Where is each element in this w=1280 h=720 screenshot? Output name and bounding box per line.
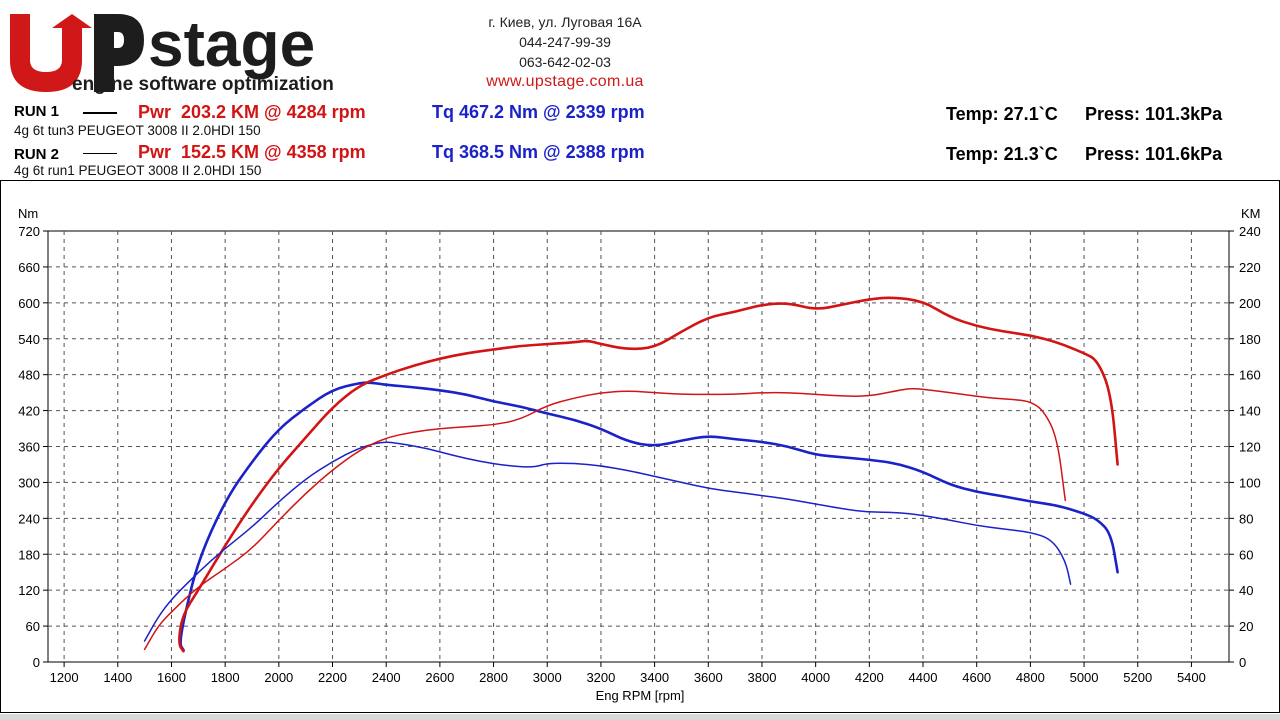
x-tick-label: 3600 xyxy=(694,670,723,685)
y-left-tick-label: 660 xyxy=(18,260,40,275)
series-run2-power-line xyxy=(143,388,1067,651)
x-tick-label: 3400 xyxy=(640,670,669,685)
x-tick-label: 1600 xyxy=(157,670,186,685)
x-tick-label: 4200 xyxy=(855,670,884,685)
run2-label: RUN 2 xyxy=(14,146,60,163)
run1-power-summary: Pwr 203.2 KM @ 4284 rpm xyxy=(138,102,366,122)
phone-2: 063-642-02-03 xyxy=(519,54,611,70)
y-left-tick-label: 720 xyxy=(18,224,40,239)
x-tick-label: 2800 xyxy=(479,670,508,685)
x-tick-label: 5000 xyxy=(1070,670,1099,685)
y-right-tick-label: 240 xyxy=(1239,224,1261,239)
y-right-tick-label: 160 xyxy=(1239,368,1261,383)
y-left-axis-label: Nm xyxy=(18,206,38,221)
y-left-tick-label: 180 xyxy=(18,547,40,562)
x-tick-label: 1200 xyxy=(50,670,79,685)
y-right-tick-label: 40 xyxy=(1239,583,1253,598)
y-right-tick-label: 80 xyxy=(1239,511,1253,526)
y-left-tick-label: 300 xyxy=(18,475,40,490)
x-tick-label: 1400 xyxy=(103,670,132,685)
x-tick-label: 5200 xyxy=(1123,670,1152,685)
series-run1-power-line xyxy=(178,296,1119,653)
x-tick-label: 4600 xyxy=(962,670,991,685)
y-left-tick-label: 0 xyxy=(33,655,40,670)
logo-arrow-icon xyxy=(52,14,92,48)
y-right-tick-label: 200 xyxy=(1239,296,1261,311)
x-tick-label: 3200 xyxy=(586,670,615,685)
y-left-tick-label: 480 xyxy=(18,368,40,383)
x-tick-label: 2000 xyxy=(264,670,293,685)
y-left-tick-label: 360 xyxy=(18,440,40,455)
y-left-tick-label: 540 xyxy=(18,332,40,347)
x-tick-label: 3800 xyxy=(748,670,777,685)
y-right-tick-label: 100 xyxy=(1239,475,1261,490)
x-tick-label: 3000 xyxy=(533,670,562,685)
y-right-tick-label: 20 xyxy=(1239,619,1253,634)
y-right-tick-label: 60 xyxy=(1239,547,1253,562)
x-tick-label: 2600 xyxy=(425,670,454,685)
logo-wordmark: stage xyxy=(148,8,315,80)
y-left-tick-label: 60 xyxy=(26,619,40,634)
run1-press: Press: 101.3kPa xyxy=(1085,104,1223,124)
run2-press: Press: 101.6kPa xyxy=(1085,144,1223,164)
y-left-tick-label: 120 xyxy=(18,583,40,598)
y-right-tick-label: 120 xyxy=(1239,440,1261,455)
y-left-tick-label: 420 xyxy=(18,404,40,419)
y-left-tick-label: 600 xyxy=(18,296,40,311)
y-left-tick-label: 240 xyxy=(18,511,40,526)
run2-description: 4g 6t run1 PEUGEOT 3008 II 2.0HDI 150 xyxy=(14,163,262,178)
y-right-tick-label: 220 xyxy=(1239,260,1261,275)
run2-torque-summary: Tq 368.5 Nm @ 2388 rpm xyxy=(432,142,645,162)
phone-1: 044-247-99-39 xyxy=(519,34,611,50)
x-tick-label: 4800 xyxy=(1016,670,1045,685)
series-run1-torque-line xyxy=(179,381,1119,652)
chart-series xyxy=(143,296,1119,653)
upstage-logo: stage engine software optimization xyxy=(10,8,334,95)
website-link[interactable]: www.upstage.com.ua xyxy=(486,73,644,90)
y-right-axis-label: KM xyxy=(1241,206,1261,221)
run2-temp: Temp: 21.3`C xyxy=(946,144,1058,164)
y-right-tick-label: 140 xyxy=(1239,404,1261,419)
y-right-tick-label: 180 xyxy=(1239,332,1261,347)
axis-ticks: 1200 1400 1600 1800 2000 2200 2400 2600 2800 3000… xyxy=(18,224,1260,685)
run2-power-summary: Pwr 152.5 KM @ 4358 rpm xyxy=(138,142,366,162)
x-tick-label: 5400 xyxy=(1177,670,1206,685)
series-run2-torque-line xyxy=(143,441,1072,642)
x-tick-label: 1800 xyxy=(211,670,240,685)
x-tick-label: 4000 xyxy=(801,670,830,685)
run1-label: RUN 1 xyxy=(14,103,60,120)
address: г. Киев, ул. Луговая 16А xyxy=(488,14,642,30)
run1-line-swatch xyxy=(83,112,117,114)
dyno-chart: 1200 1400 1600 1800 2000 2200 2400 2600 2800 3000… xyxy=(0,180,1280,720)
logo-tagline: engine software optimization xyxy=(72,74,334,95)
x-tick-label: 2200 xyxy=(318,670,347,685)
y-right-tick-label: 0 xyxy=(1239,655,1246,670)
grid-lines xyxy=(48,231,1229,662)
x-axis-label: Eng RPM [rpm] xyxy=(596,688,685,703)
run1-description: 4g 6t tun3 PEUGEOT 3008 II 2.0HDI 150 xyxy=(14,123,261,138)
logo-u-left xyxy=(10,14,30,60)
run2-line-swatch xyxy=(83,153,117,154)
run1-torque-summary: Tq 467.2 Nm @ 2339 rpm xyxy=(432,102,645,122)
contact-block: г. Киев, ул. Луговая 16А 044-247-99-39 0… xyxy=(440,12,690,92)
bottom-scrollbar[interactable] xyxy=(0,714,1280,720)
run1-temp: Temp: 27.1`C xyxy=(946,104,1058,124)
x-tick-label: 4400 xyxy=(909,670,938,685)
logo-p xyxy=(94,14,144,92)
x-tick-label: 2400 xyxy=(372,670,401,685)
